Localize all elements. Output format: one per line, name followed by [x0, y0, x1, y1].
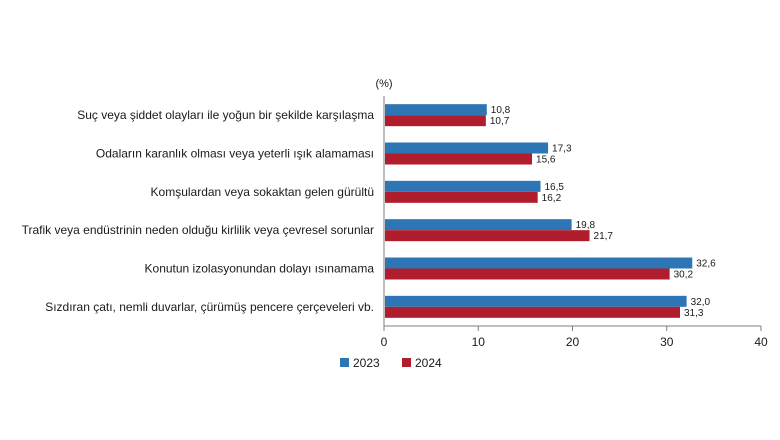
bar-2023 — [385, 295, 687, 307]
legend-label: 2024 — [415, 356, 442, 370]
category-label: Komşulardan veya sokaktan gelen gürültü — [151, 185, 374, 199]
data-label: 30,2 — [674, 270, 694, 281]
data-label: 19,8 — [576, 220, 596, 231]
data-label: 32,6 — [696, 259, 716, 270]
bar-2023 — [385, 180, 541, 192]
legend-label: 2023 — [353, 356, 380, 370]
category-label: Sızdıran çatı, nemli duvarlar, çürümüş p… — [45, 300, 374, 314]
data-label: 17,3 — [552, 144, 572, 155]
bar-2023 — [385, 142, 549, 154]
bar-2024 — [385, 306, 681, 318]
x-tick-label: 10 — [472, 335, 486, 349]
category-label: Suç veya şiddet olayları ile yoğun bir ş… — [77, 108, 374, 122]
data-label: 32,0 — [691, 297, 711, 308]
category-label: Konutun izolasyonundan dolayı ısınamama — [145, 262, 375, 276]
legend: 2023 2024 — [340, 356, 442, 370]
category-labels: Suç veya şiddet olayları ile yoğun bir ş… — [22, 108, 375, 314]
bar-2024 — [385, 191, 538, 203]
bars — [385, 104, 693, 318]
data-label: 31,3 — [684, 308, 704, 319]
legend-swatch-2024 — [402, 358, 411, 367]
bar-2023 — [385, 104, 487, 116]
x-axis-ticks: 0 10 20 30 40 — [381, 326, 768, 349]
data-label: 15,6 — [536, 155, 556, 166]
x-tick-label: 0 — [381, 335, 388, 349]
bar-2024 — [385, 268, 670, 280]
bar-2024 — [385, 115, 486, 127]
data-label: 21,7 — [594, 231, 614, 242]
unit-label: (%) — [375, 78, 392, 90]
bar-2024 — [385, 230, 590, 242]
bar-2023 — [385, 257, 693, 269]
data-label: 16,2 — [542, 193, 562, 204]
bar-2024 — [385, 153, 533, 165]
data-label: 10,7 — [490, 116, 510, 127]
bar-2023 — [385, 219, 572, 231]
data-label: 10,8 — [491, 105, 511, 116]
x-tick-label: 40 — [754, 335, 768, 349]
x-tick-label: 20 — [566, 335, 580, 349]
category-label: Trafik veya endüstrinin neden olduğu kir… — [22, 223, 374, 237]
legend-swatch-2023 — [340, 358, 349, 367]
value-labels: 10,810,7 17,315,6 16,516,2 19,821,7 32,630,2… — [490, 105, 716, 319]
x-tick-label: 30 — [660, 335, 674, 349]
category-label: Odaların karanlık olması veya yeterli ış… — [96, 147, 374, 161]
data-label: 16,5 — [545, 182, 565, 193]
